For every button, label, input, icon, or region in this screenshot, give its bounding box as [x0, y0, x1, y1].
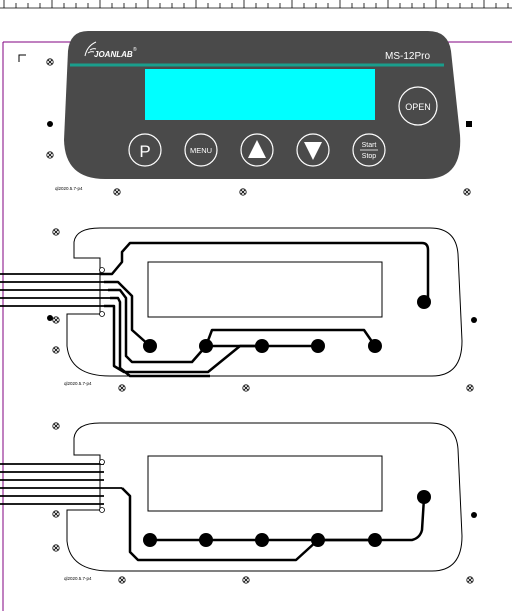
triangle-down-icon: [304, 142, 322, 160]
registration-mark: [242, 576, 250, 584]
layer-1-display-cutout: [147, 261, 383, 318]
p-button-label: P: [139, 142, 150, 161]
registration-mark: [46, 58, 54, 66]
up-button[interactable]: [240, 133, 274, 167]
registration-mark: [52, 346, 60, 354]
registration-mark: [52, 228, 60, 236]
registration-mark: [118, 384, 126, 392]
registration-mark: [52, 510, 60, 518]
registration-mark: [113, 188, 121, 196]
layer-2-traces: [121, 487, 426, 562]
drawing-note-3: ql2020.5.7-p4: [64, 576, 92, 581]
registration-mark: [52, 316, 60, 324]
registration-mark: [466, 576, 474, 584]
drawing-note-2: ql2020.5.7-p4: [64, 381, 92, 386]
triangle-up-icon: [248, 140, 266, 158]
layer-1-traces: [100, 241, 430, 378]
brand-logo: JOANLAB ®: [84, 41, 137, 59]
menu-button[interactable]: MENU: [184, 133, 218, 167]
layer-2-display-cutout: [147, 455, 383, 512]
corner-mark: [18, 54, 26, 62]
p-button[interactable]: P: [128, 133, 162, 167]
registration-mark: [239, 188, 247, 196]
menu-button-label: MENU: [190, 146, 212, 155]
stop-label: Stop: [362, 153, 377, 160]
registration-mark: [52, 544, 60, 552]
brand-name: JOANLAB: [94, 50, 133, 59]
layer-2-tail-leads: [0, 463, 122, 505]
registration-mark: [463, 188, 471, 196]
layer-2-tail-holes: [99, 459, 105, 513]
open-button[interactable]: OPEN: [398, 86, 438, 126]
down-button[interactable]: [296, 133, 330, 167]
registration-marks: [46, 58, 474, 584]
drawing-note-1: ql2020.5.7-p4: [55, 186, 83, 191]
circuit-layer-1: [0, 227, 463, 378]
layer-1-tail-leads: [0, 273, 110, 307]
lcd-display-window: [145, 69, 375, 120]
start-label: Start: [362, 142, 377, 149]
layer-2-contact-pads: [143, 490, 431, 547]
top-ruler: [0, 0, 512, 9]
brand-registered-mark: ®: [133, 46, 137, 53]
model-name: MS-12Pro: [385, 51, 430, 62]
layer-1-contact-pads: [143, 295, 431, 353]
start-stop-button[interactable]: Start Stop: [352, 133, 386, 167]
locator-dots: [47, 121, 477, 518]
layer-1-outline: [66, 227, 463, 377]
graphic-overlay: JOANLAB ® MS-12Pro OPEN P MENU: [64, 31, 461, 179]
registration-mark: [46, 151, 54, 159]
circuit-layer-2: [0, 422, 463, 572]
registration-mark: [242, 384, 250, 392]
layer-1-tail-holes: [99, 267, 105, 317]
registration-mark: [118, 576, 126, 584]
open-button-label: OPEN: [405, 102, 431, 112]
layer-2-outline: [66, 422, 463, 572]
registration-mark: [466, 384, 474, 392]
registration-mark: [52, 422, 60, 430]
